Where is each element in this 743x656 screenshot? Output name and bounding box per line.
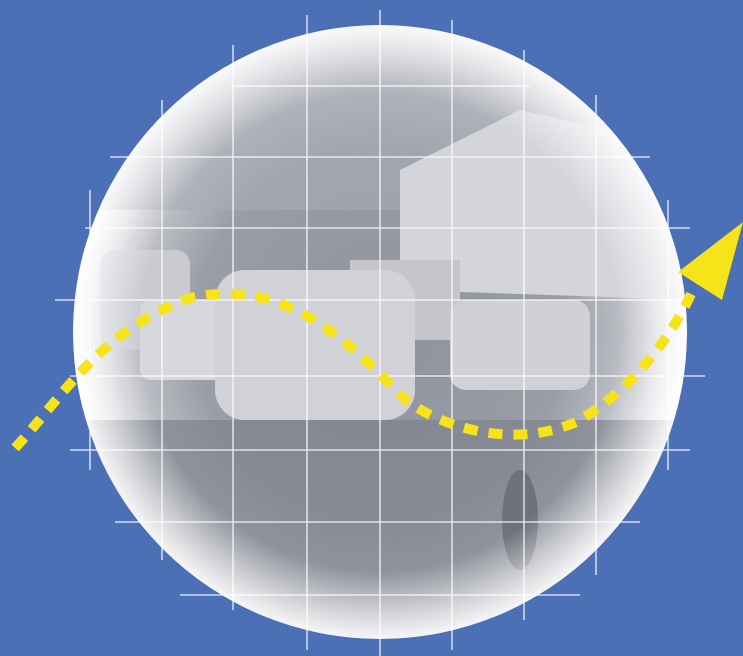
path-arrow (11, 288, 697, 452)
arrow-head (678, 222, 743, 300)
